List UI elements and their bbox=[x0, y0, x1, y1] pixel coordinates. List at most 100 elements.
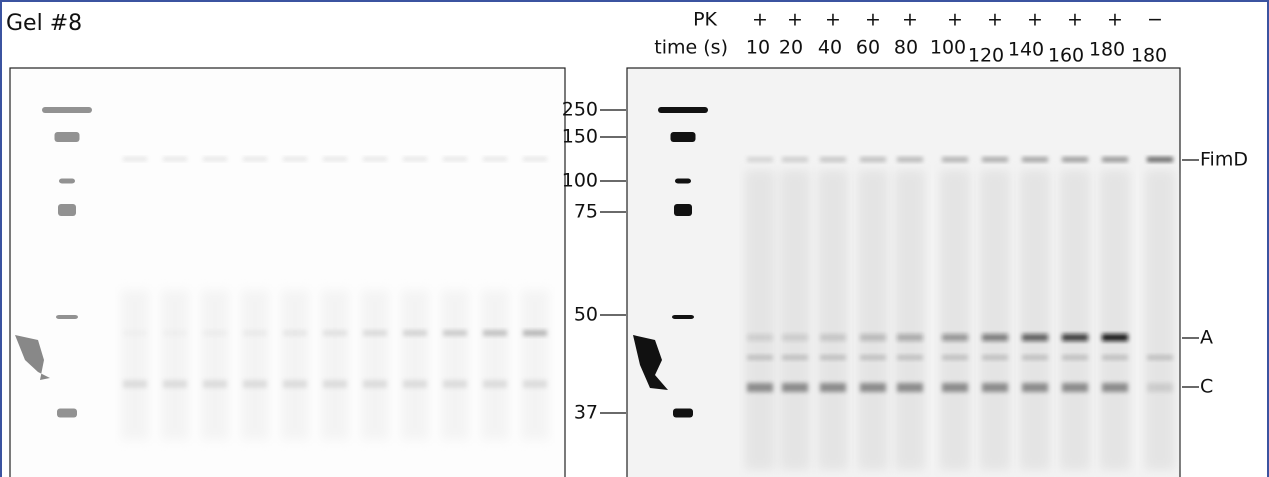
time-label: 180 bbox=[1131, 45, 1167, 67]
marker-label: 250 bbox=[562, 99, 598, 121]
band-a bbox=[483, 330, 507, 336]
band-a bbox=[1062, 334, 1088, 341]
time-label: 80 bbox=[894, 37, 918, 59]
lane-smear bbox=[201, 290, 229, 440]
lane-smear bbox=[940, 170, 970, 470]
band-c bbox=[243, 380, 267, 388]
lane-smear bbox=[1145, 170, 1175, 470]
band-c bbox=[163, 380, 187, 388]
ladder-band bbox=[42, 107, 92, 113]
band-fimd bbox=[363, 157, 387, 161]
band-fimd bbox=[1147, 157, 1173, 162]
lane-smear bbox=[858, 170, 888, 470]
pk-sign: + bbox=[902, 9, 918, 31]
band-mid bbox=[1062, 355, 1088, 360]
band-mid bbox=[820, 355, 846, 360]
band-fimd bbox=[860, 157, 886, 162]
band-a bbox=[1022, 334, 1048, 341]
pk-sign: + bbox=[825, 9, 841, 31]
band-c bbox=[323, 380, 347, 388]
band-fimd bbox=[403, 157, 427, 161]
pk-sign: + bbox=[947, 9, 963, 31]
band-c bbox=[1102, 383, 1128, 392]
time-label: 20 bbox=[779, 37, 803, 59]
band-c bbox=[1062, 383, 1088, 392]
band-mid bbox=[942, 355, 968, 360]
band-fimd bbox=[1022, 157, 1048, 162]
lane-smear bbox=[780, 170, 810, 470]
ladder-band bbox=[58, 204, 76, 216]
band-c bbox=[203, 380, 227, 388]
lane-smear bbox=[818, 170, 848, 470]
pk-sign: − bbox=[1147, 9, 1163, 31]
lane-smear bbox=[401, 290, 429, 440]
lane-smear bbox=[121, 290, 149, 440]
lane-smear bbox=[1100, 170, 1130, 470]
lane-smear bbox=[745, 170, 775, 470]
band-a bbox=[1102, 334, 1128, 341]
band-mid bbox=[1022, 355, 1048, 360]
ladder-band bbox=[56, 315, 78, 319]
band-a bbox=[323, 330, 347, 336]
band-mid bbox=[897, 355, 923, 360]
band-c bbox=[443, 380, 467, 388]
marker-label: 50 bbox=[574, 304, 598, 326]
marker-label: 37 bbox=[574, 402, 598, 424]
band-fimd bbox=[443, 157, 467, 161]
ladder-smear bbox=[15, 335, 50, 380]
band-a bbox=[283, 330, 307, 336]
band-fimd bbox=[982, 157, 1008, 162]
time-label: 100 bbox=[930, 37, 966, 59]
pk-sign: + bbox=[1067, 9, 1083, 31]
band-a bbox=[163, 330, 187, 336]
time-label: 60 bbox=[856, 37, 880, 59]
band-a bbox=[243, 330, 267, 336]
band-a bbox=[523, 330, 547, 336]
band-fimd bbox=[163, 157, 187, 161]
ladder-band bbox=[658, 107, 708, 113]
band-mid bbox=[1102, 355, 1128, 360]
band-a bbox=[782, 334, 808, 341]
band-a bbox=[123, 330, 147, 336]
band-c bbox=[747, 383, 773, 392]
ladder-band bbox=[672, 315, 694, 319]
right-gel-bands bbox=[633, 107, 1175, 470]
pk-sign: + bbox=[1107, 9, 1123, 31]
band-a bbox=[860, 334, 886, 341]
pk-sign: + bbox=[987, 9, 1003, 31]
band-fimd bbox=[1102, 157, 1128, 162]
band-fimd bbox=[820, 157, 846, 162]
lane-smear bbox=[321, 290, 349, 440]
band-label: FimD bbox=[1200, 149, 1248, 171]
band-label: A bbox=[1200, 327, 1213, 349]
band-fimd bbox=[747, 157, 773, 162]
lane-smear bbox=[481, 290, 509, 440]
marker-label: 75 bbox=[574, 201, 598, 223]
band-fimd bbox=[323, 157, 347, 161]
time-label: time (s) bbox=[654, 37, 728, 59]
band-c bbox=[403, 380, 427, 388]
band-c bbox=[123, 380, 147, 388]
lane-smear bbox=[161, 290, 189, 440]
band-c bbox=[820, 383, 846, 392]
ladder-band bbox=[57, 408, 77, 418]
band-fimd bbox=[283, 157, 307, 161]
lane-smear bbox=[441, 290, 469, 440]
band-a bbox=[403, 330, 427, 336]
band-c bbox=[782, 383, 808, 392]
lane-smear bbox=[281, 290, 309, 440]
lane-smear bbox=[361, 290, 389, 440]
band-a bbox=[942, 334, 968, 341]
band-c bbox=[1022, 383, 1048, 392]
band-fimd bbox=[203, 157, 227, 161]
band-mid bbox=[747, 355, 773, 360]
band-mid bbox=[782, 355, 808, 360]
band-a bbox=[443, 330, 467, 336]
band-a bbox=[363, 330, 387, 336]
band-c bbox=[942, 383, 968, 392]
ladder-band bbox=[670, 132, 696, 142]
pk-sign: + bbox=[865, 9, 881, 31]
band-c bbox=[982, 383, 1008, 392]
